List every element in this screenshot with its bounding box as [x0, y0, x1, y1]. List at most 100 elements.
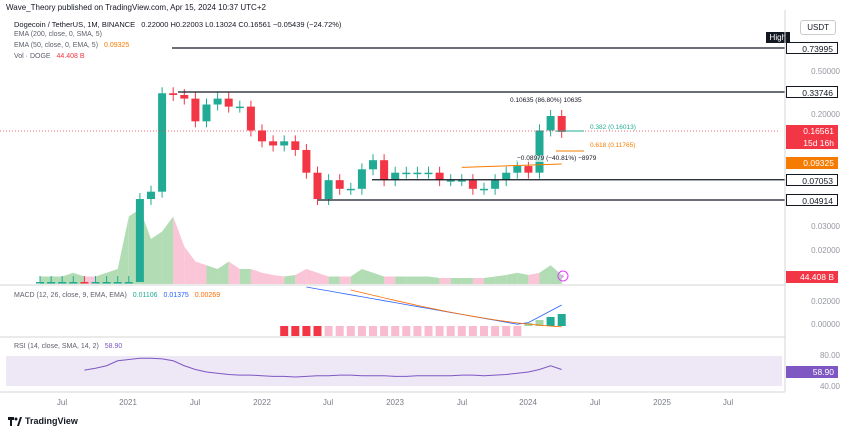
volume-area	[528, 272, 540, 284]
footer-brand-label: TradingView	[25, 416, 78, 426]
rsi-tick: 40.00	[819, 382, 840, 391]
candle-body	[313, 172, 322, 200]
candle-body	[80, 282, 89, 284]
candle-body	[524, 166, 533, 173]
time-tick: Jul	[56, 398, 68, 407]
candle-body	[346, 188, 355, 191]
candle-body	[357, 169, 366, 189]
macd-histogram-bar	[557, 314, 566, 326]
candle-body	[502, 172, 511, 181]
lightning-icon	[557, 270, 569, 282]
macd-histogram-bar	[324, 326, 333, 336]
volume-area	[217, 261, 229, 284]
volume-area	[472, 278, 484, 284]
macd-histogram-bar	[446, 326, 455, 336]
currency-button[interactable]: USDT	[800, 20, 836, 35]
macd-histogram-bar	[335, 326, 344, 336]
ema50-line	[461, 163, 562, 168]
rsi-price-box: 58.90	[786, 366, 838, 378]
volume-legend[interactable]: Vol · DOGE 44.408 B	[14, 53, 85, 60]
ema50-value: 0.09325	[103, 42, 130, 49]
macd-histogram-bar	[480, 326, 488, 336]
macd-histogram-bar	[391, 326, 400, 336]
volume-area	[450, 278, 462, 284]
volume-area	[117, 216, 129, 284]
volume-area	[239, 269, 251, 284]
time-tick: 2024	[519, 398, 537, 407]
drop-measure-label: −0.08979 (−40.81%) −8979	[517, 155, 597, 162]
volume-label: Vol · DOGE	[14, 53, 51, 60]
candle-body	[47, 282, 56, 284]
macd-histogram-bar	[513, 326, 522, 336]
footer-brand[interactable]: TradingView	[8, 416, 78, 426]
signal-value: 0.01375	[163, 292, 189, 299]
ema200-legend[interactable]: EMA (200, close, 0, SMA, 5)	[14, 31, 102, 38]
volume-area	[495, 275, 507, 284]
symbol-label[interactable]: Dogecoin / TetherUS, 1M, BINANCE	[14, 20, 136, 29]
macd-histogram-bar	[502, 326, 511, 336]
price-tick: 0.02000	[811, 246, 840, 255]
volume-area	[62, 272, 74, 284]
candle-body	[213, 98, 222, 105]
macd-histogram-bar	[546, 317, 555, 326]
volume-area	[406, 276, 418, 284]
fib-382-label: 0.382 (0.16013)	[590, 124, 636, 131]
candle-body	[102, 282, 111, 284]
volume-area	[284, 275, 296, 284]
candle-body	[513, 166, 522, 173]
volume-area	[417, 276, 429, 284]
macd-legend[interactable]: MACD (12, 26, close, 9, EMA, EMA) 0.0110…	[14, 292, 220, 299]
candle-body	[335, 180, 344, 189]
macd-histogram-bar	[291, 326, 300, 336]
candle-body	[36, 282, 44, 284]
ema50-price-box: 0.09325	[786, 157, 838, 169]
macd-histogram-bar	[346, 326, 355, 336]
volume-area	[173, 216, 185, 284]
volume-area	[262, 272, 274, 284]
macd-histogram-bar	[535, 320, 544, 326]
candle-body	[69, 282, 78, 284]
publisher-line: Wave_Theory published on TradingView.com…	[6, 3, 266, 12]
ema50-label: EMA (50, close, 0, EMA, 5)	[14, 42, 99, 49]
candle-body	[91, 282, 100, 284]
candle-body	[202, 104, 211, 122]
candle-body	[457, 180, 466, 182]
volume-area	[273, 275, 285, 284]
volume-area	[439, 278, 451, 284]
volume-value: 44.408 B	[56, 53, 85, 60]
volume-area	[250, 269, 262, 284]
volume-histogram	[40, 209, 562, 284]
ema50-legend[interactable]: EMA (50, close, 0, EMA, 5) 0.09325	[14, 42, 129, 49]
candle-body	[291, 141, 300, 150]
volume-area	[206, 265, 218, 284]
volume-area	[339, 276, 351, 284]
candle-body	[413, 172, 422, 175]
tradingview-logo-icon	[8, 416, 22, 426]
candle-body	[480, 188, 488, 191]
macd-tick: 0.02000	[811, 297, 840, 306]
volume-area	[162, 216, 174, 284]
candles	[36, 87, 566, 284]
candle-body	[446, 180, 455, 182]
rsi-line	[84, 357, 562, 378]
rsi-legend[interactable]: RSI (14, close, SMA, 14, 2) 58.90	[14, 343, 122, 350]
time-tick: 2023	[386, 398, 404, 407]
candle-body	[269, 141, 278, 146]
ohlc-values: 0.22000 H0.22003 L0.13024 C0.16561 −0.05…	[141, 20, 342, 29]
volume-area	[395, 276, 407, 284]
rsi-band	[6, 356, 782, 386]
macd-histogram-bar	[402, 326, 411, 336]
macd-histogram-bar	[457, 326, 466, 336]
volume-area	[484, 276, 496, 284]
macd-histogram-bar	[468, 326, 477, 336]
macd-histogram-bar	[357, 326, 366, 336]
candle-body	[391, 172, 400, 181]
volume-area	[428, 276, 440, 284]
candle-body	[224, 98, 233, 107]
candle-body	[324, 180, 333, 200]
price-tick: 0.50000	[811, 67, 840, 76]
candle-body	[424, 172, 433, 175]
price-tick: 0.03000	[811, 222, 840, 231]
macd-histogram-bar	[424, 326, 433, 336]
